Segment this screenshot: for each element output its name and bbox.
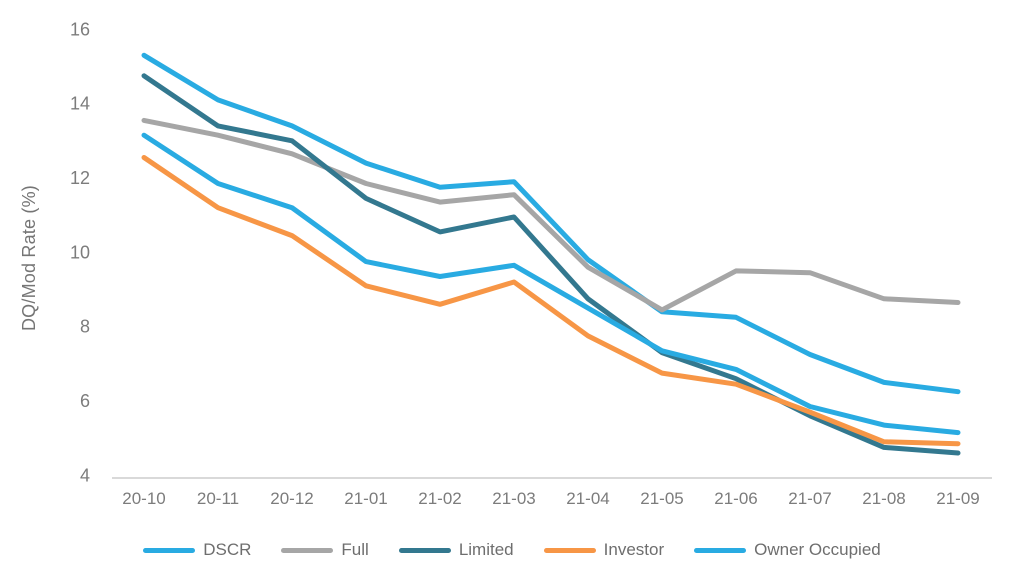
legend-swatch-limited	[398, 547, 451, 553]
y-tick-label: 6	[80, 391, 90, 411]
legend-item-owner-occupied: Owner Occupied	[694, 540, 881, 560]
series-line-full	[141, 117, 961, 313]
x-tick-label: 21-07	[788, 489, 831, 508]
legend-swatch-owner-occupied	[694, 547, 747, 553]
x-tick-label: 21-03	[492, 489, 535, 508]
y-tick-label: 14	[70, 94, 90, 114]
legend-swatch-dscr	[143, 547, 196, 553]
legend-label-dscr: DSCR	[203, 540, 252, 559]
legend-label-owner-occupied: Owner Occupied	[754, 540, 881, 559]
x-tick-label: 20-11	[197, 489, 239, 508]
x-tick-label: 21-05	[640, 489, 683, 508]
y-tick-label: 8	[80, 317, 90, 337]
legend-item-limited: Limited	[398, 540, 514, 560]
x-tick-label: 21-04	[566, 489, 609, 508]
series-line-owner-occupied	[141, 132, 961, 436]
x-tick-label: 21-08	[862, 489, 905, 508]
x-tick-label: 20-10	[122, 489, 165, 508]
x-tick-label: 21-09	[936, 489, 979, 508]
legend-item-dscr: DSCR	[143, 540, 251, 560]
x-tick-label: 21-02	[418, 489, 461, 508]
series-line-dscr	[141, 52, 961, 395]
legend-item-full: Full	[281, 540, 369, 560]
legend-label-full: Full	[341, 540, 369, 559]
y-tick-label: 12	[70, 168, 90, 188]
y-axis-title: DQ/Mod Rate (%)	[19, 184, 39, 332]
legend: DSCR Full Limited Investor Owner Occupie…	[0, 540, 1024, 560]
x-tick-label: 21-06	[714, 489, 757, 508]
legend-label-limited: Limited	[458, 540, 514, 559]
y-tick-label: 16	[70, 19, 90, 39]
series-line-limited	[141, 73, 961, 456]
y-tick-label: 4	[80, 465, 90, 485]
legend-item-investor: Investor	[543, 540, 665, 560]
x-tick-label: 20-12	[270, 489, 313, 508]
y-tick-label: 10	[70, 242, 90, 262]
plot-area: 4 6 8 10 12 14 16 20-10 20-11 20-12 21-01 21-02 21-0…	[70, 19, 992, 508]
legend-swatch-full	[281, 547, 334, 553]
legend-swatch-investor	[543, 547, 596, 553]
legend-label-investor: Investor	[603, 540, 665, 559]
x-tick-label: 21-01	[344, 489, 387, 508]
series-line-investor	[141, 155, 961, 447]
